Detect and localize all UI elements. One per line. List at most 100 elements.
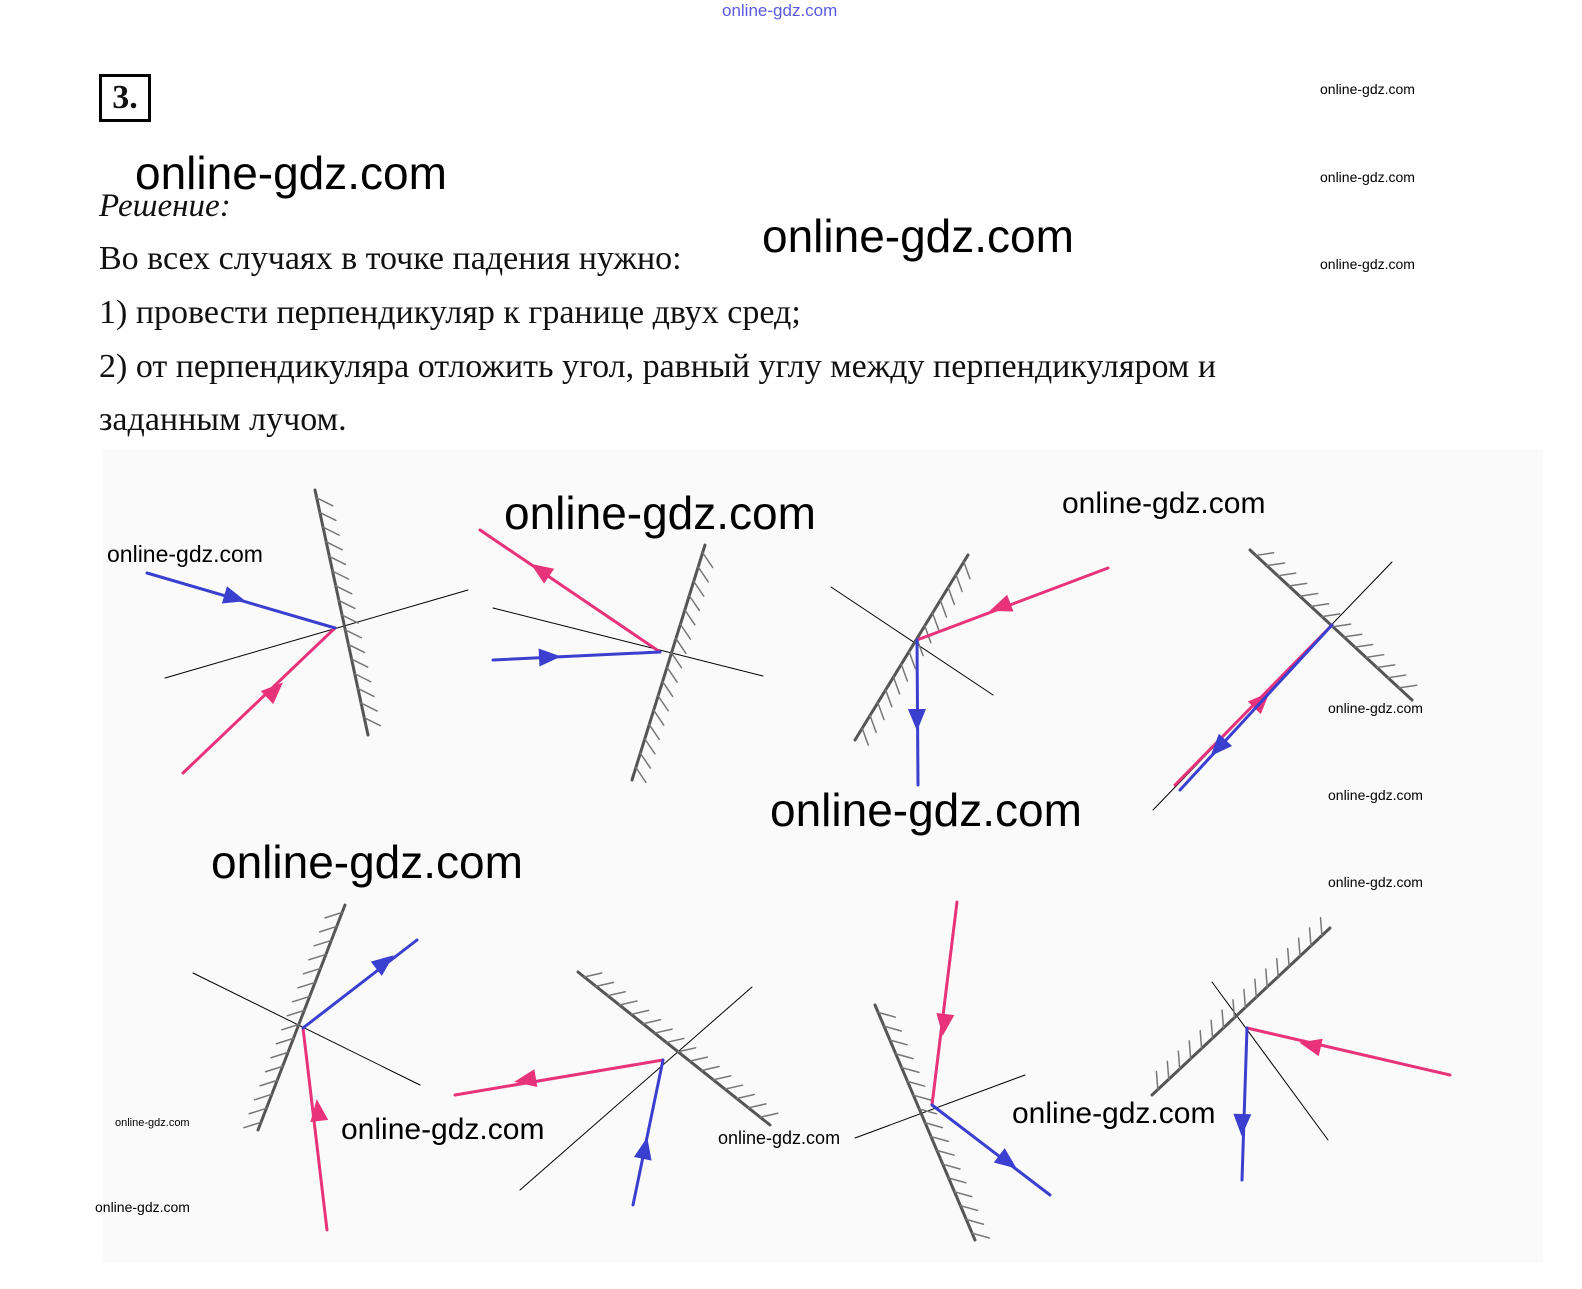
mirror-hatch (302, 967, 322, 975)
mirror-hatch (931, 612, 940, 631)
reflected-ray-arrow-icon (1233, 1113, 1252, 1136)
mirror-hatch (1286, 947, 1290, 968)
normal-line (164, 589, 469, 679)
mirror-hatch (900, 1066, 920, 1074)
mirror-hatch (1332, 623, 1352, 628)
mirror-hatch (684, 609, 696, 626)
mirror-hatch (884, 689, 893, 708)
reflected-ray (930, 1103, 1052, 1197)
mirror-hatch (912, 1094, 932, 1101)
mirror-hatch (675, 637, 687, 655)
mirror-hatch (630, 1009, 650, 1016)
watermark-top: online-gdz.com (722, 1, 838, 20)
mirror-hatch (347, 643, 366, 654)
mirror-hatch (918, 1108, 938, 1115)
reflected-ray (301, 938, 419, 1030)
mirror-hatch (701, 551, 714, 569)
mirror-hatch (883, 1025, 903, 1032)
incident-ray-arrow-icon (1299, 1038, 1323, 1057)
incident-ray (181, 626, 337, 775)
mirror-hatch (936, 1149, 955, 1156)
mirror-hatch (947, 586, 956, 606)
mirror-hatch (648, 723, 661, 741)
incident-ray (478, 528, 662, 654)
watermark: online-gdz.com (211, 836, 523, 888)
mirror-hatch (889, 1039, 908, 1046)
mirror-hatch (1387, 674, 1407, 679)
mirror-hatch (923, 625, 932, 644)
mirror-hatch (319, 511, 337, 522)
text-line: заданным лучом. (99, 401, 347, 438)
reflected-ray-arrow-icon (633, 1137, 652, 1161)
watermark: online-gdz.com (1320, 81, 1415, 97)
mirror-hatch (965, 1218, 985, 1225)
mirror-hatch (947, 1177, 967, 1184)
reflected-ray-arrow-icon (370, 955, 394, 976)
text-line: 2) от перпендикуляра отложить угол, равн… (99, 348, 1217, 385)
mirror-hatch (688, 594, 701, 612)
mirror-hatch (747, 1103, 767, 1109)
mirror-hatch (618, 1000, 638, 1006)
mirror-hatch (1343, 633, 1363, 638)
watermark: online-gdz.com (1320, 256, 1415, 272)
mirror-hatch (677, 1047, 697, 1053)
mirror-hatch (325, 541, 344, 551)
mirror-hatch (308, 953, 327, 961)
mirror-hatch (1243, 988, 1247, 1009)
mirror-hatch (971, 1232, 991, 1239)
mirror-hatch (1232, 999, 1236, 1019)
mirror-hatch (1188, 1040, 1192, 1060)
mirror (1150, 926, 1332, 1097)
normal-line (830, 586, 994, 696)
mirror-hatch (334, 585, 353, 595)
mirror-hatch (953, 1191, 973, 1198)
reflected-ray (631, 1058, 665, 1207)
mirror-hatch (357, 687, 375, 698)
incident-ray-arrow-icon (260, 682, 283, 705)
mirror-hatch (861, 727, 870, 746)
mirror-hatch (642, 1019, 662, 1025)
mirror-hatch (1177, 1050, 1181, 1070)
mirror-hatch (1310, 602, 1330, 608)
mirror-hatch (635, 766, 647, 784)
mirror-hatch (264, 1065, 284, 1073)
normal-line (1211, 981, 1329, 1141)
watermark: online-gdz.com (115, 1117, 190, 1129)
reflected-ray-arrow-icon (907, 708, 926, 731)
mirror-hatch (360, 702, 378, 712)
reflected-ray-arrow-icon (538, 648, 561, 667)
normal-line (192, 972, 421, 1086)
mirror-hatch (908, 650, 916, 670)
mirror-hatch (297, 981, 316, 989)
watermark: online-gdz.com (1328, 874, 1423, 890)
mirror-hatch (1254, 978, 1258, 998)
incident-ray-arrow-icon (514, 1069, 538, 1088)
mirror-hatch (259, 1079, 278, 1087)
watermark: online-gdz.com (1012, 1097, 1216, 1130)
mirror-hatch (869, 714, 877, 734)
mirror (630, 543, 707, 782)
mirror-hatch (1265, 968, 1268, 988)
mirror-hatch (736, 1093, 755, 1100)
incident-ray (301, 1026, 329, 1232)
normal-line (854, 1074, 1026, 1139)
mirror-hatch (595, 981, 615, 988)
solution-label: Решение: (99, 188, 231, 224)
mirror-hatch (1297, 937, 1301, 957)
mirror-hatch (1308, 927, 1312, 947)
watermark: online-gdz.com (1328, 787, 1423, 803)
mirror-hatch (666, 666, 678, 683)
mirror-hatch (959, 1204, 979, 1212)
mirror-hatch (1299, 592, 1319, 597)
mirror-hatch (1376, 664, 1396, 669)
mirror-hatch (689, 1056, 709, 1062)
mirror-hatch (1276, 958, 1279, 978)
watermark: online-gdz.com (135, 147, 447, 199)
mirror-hatch (679, 623, 692, 640)
mirror (853, 553, 970, 742)
mirror-hatch (286, 1009, 305, 1017)
mirror-hatch (930, 1135, 950, 1143)
mirror-hatch (318, 925, 338, 933)
mirror-hatch (906, 1080, 926, 1087)
